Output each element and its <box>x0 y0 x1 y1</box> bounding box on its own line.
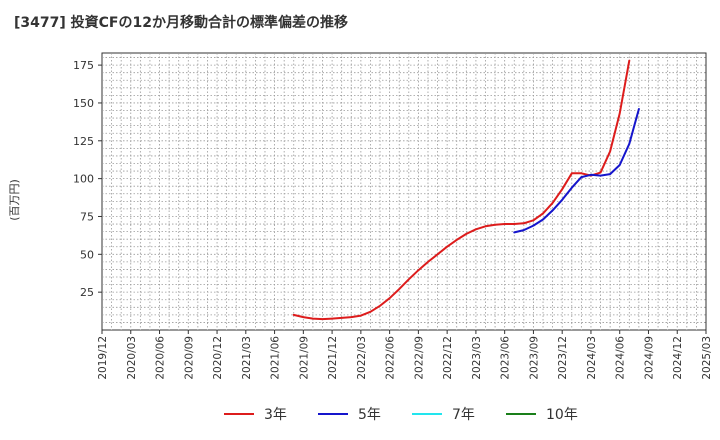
series-line-1 <box>292 59 631 321</box>
y-tick-label: 150 <box>73 97 94 110</box>
y-tick-label: 175 <box>73 59 94 72</box>
x-tick-label: 2024/06 <box>615 336 627 380</box>
x-tick-label: 2020/06 <box>155 336 167 380</box>
plot-area <box>101 52 707 331</box>
series-line-2 <box>513 108 640 234</box>
y-tick-label: 75 <box>80 210 94 223</box>
legend-label-1: 3年 <box>264 407 287 423</box>
y-tick-label: 50 <box>80 248 94 261</box>
x-tick-label: 2022/03 <box>356 336 368 380</box>
x-tick-label: 2019/12 <box>97 336 109 380</box>
x-tick-label: 2020/03 <box>126 336 138 380</box>
x-tick-label: 2020/09 <box>183 336 195 380</box>
x-tick-label: 2020/12 <box>212 336 224 380</box>
x-tick-label: 2021/03 <box>241 336 253 380</box>
x-tick-label: 2023/09 <box>528 336 540 380</box>
x-tick-label: 2022/12 <box>442 336 454 380</box>
chart-title: [3477] 投資CFの12か月移動合計の標準偏差の推移 <box>14 15 348 31</box>
y-tick-label: 25 <box>80 286 94 299</box>
x-tick-label: 2023/06 <box>500 336 512 380</box>
x-tick-label: 2021/12 <box>327 336 339 380</box>
x-tick-label: 2023/12 <box>557 336 569 380</box>
x-tick-label: 2025/03 <box>701 336 713 380</box>
legend-label-2: 5年 <box>358 407 381 423</box>
y-tick-label: 100 <box>73 173 94 186</box>
y-axis-label: (百万円) <box>8 179 21 221</box>
legend-label-3: 7年 <box>452 407 475 423</box>
x-tick-label: 2024/12 <box>672 336 684 380</box>
x-tick-label: 2024/09 <box>643 336 655 380</box>
x-tick-label: 2023/03 <box>471 336 483 380</box>
y-tick-label: 125 <box>73 135 94 148</box>
x-tick-label: 2022/06 <box>385 336 397 380</box>
x-tick-label: 2024/03 <box>586 336 598 380</box>
legend-label-4: 10年 <box>546 407 578 423</box>
x-tick-label: 2022/09 <box>413 336 425 380</box>
x-tick-label: 2021/09 <box>298 336 310 380</box>
x-tick-label: 2021/06 <box>270 336 282 380</box>
